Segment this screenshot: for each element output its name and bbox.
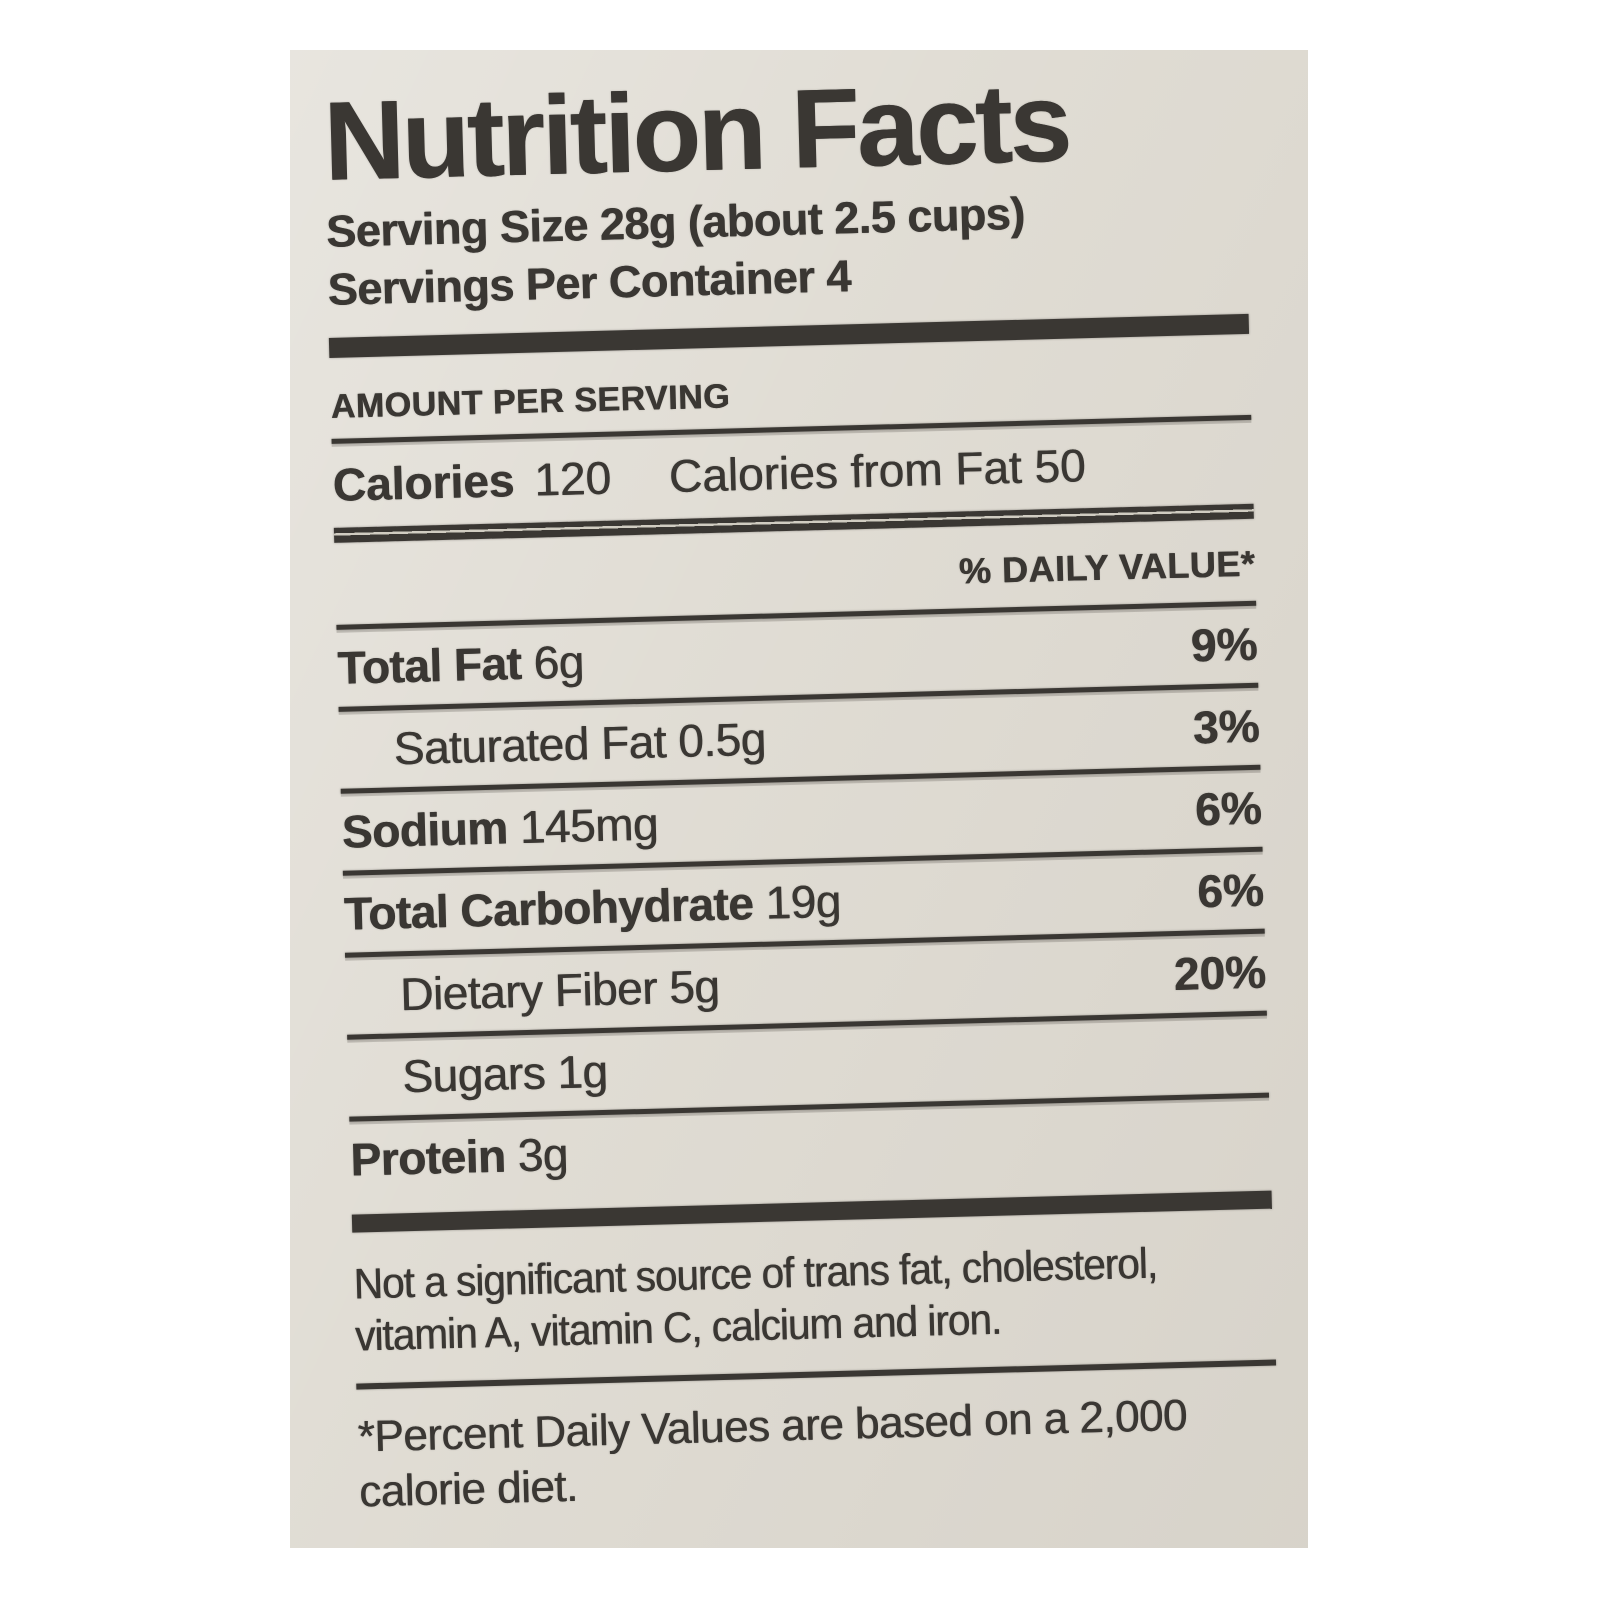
nutrient-name-amount: Total Fat 6g	[336, 635, 585, 694]
thick-divider-bottom	[351, 1190, 1272, 1233]
calories-value: 120	[533, 451, 612, 506]
daily-value-header: % DAILY VALUE*	[958, 542, 1256, 592]
nutrient-daily-value: 3%	[1192, 699, 1261, 754]
nutrient-name-amount: Total Carbohydrate 19g	[343, 874, 842, 940]
nutrient-daily-value: 6%	[1196, 863, 1265, 918]
nutrient-name-amount: Sugars 1g	[401, 1044, 609, 1103]
nutrition-facts-title: Nutrition Facts	[322, 59, 1071, 204]
thick-divider-top	[328, 313, 1250, 358]
thin-divider-footnote	[356, 1359, 1277, 1390]
nutrient-name-amount: Dietary Fiber 5g	[399, 959, 720, 1021]
daily-values-footnote: *Percent Daily Values are based on a 2,0…	[357, 1385, 1280, 1520]
insignificant-source-note: Not a significant source of trans fat, c…	[353, 1235, 1275, 1364]
footnote-line-2: calorie diet.	[358, 1462, 579, 1517]
calories-from-fat: Calories from Fat 50	[668, 439, 1087, 503]
thick-divider-calories	[333, 503, 1254, 543]
nutrition-facts-label: Nutrition Facts Serving Size 28g (about …	[290, 50, 1308, 1548]
label-content: Nutrition Facts Serving Size 28g (about …	[322, 58, 1279, 1520]
nutrient-name-amount: Saturated Fat 0.5g	[392, 712, 767, 775]
nutrient-name-amount: Sodium 145mg	[341, 797, 659, 858]
calories-row: Calories 120 Calories from Fat 50	[332, 434, 1253, 512]
calories-label: Calories	[332, 454, 515, 511]
nutrient-daily-value: 6%	[1194, 781, 1263, 836]
footnote-line-1: *Percent Daily Values are based on a 2,0…	[356, 1390, 1188, 1462]
nutrient-name-amount: Protein 3g	[349, 1127, 569, 1186]
nutrient-daily-value: 20%	[1173, 945, 1267, 1000]
nutrient-daily-value: 9%	[1190, 617, 1258, 672]
